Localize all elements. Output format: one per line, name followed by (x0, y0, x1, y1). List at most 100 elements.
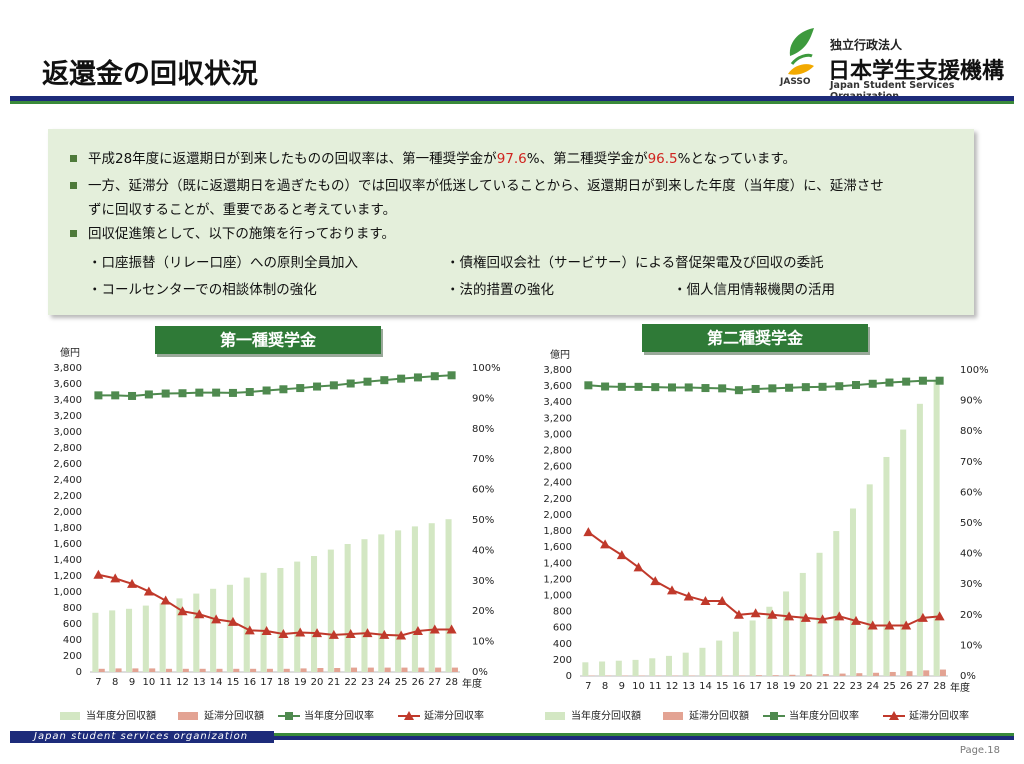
marker (278, 629, 289, 638)
x-tick-label: 10 (632, 681, 645, 692)
x-tick-label: 22 (833, 681, 846, 692)
bar (294, 561, 301, 672)
bar (350, 667, 358, 672)
bar (125, 608, 133, 672)
marker (380, 376, 389, 385)
marker (245, 388, 254, 397)
marker (884, 620, 895, 630)
y-tick-label: 2,000 (53, 507, 82, 518)
logo-name: 日本学生支援機構 (828, 59, 1005, 84)
x-tick-label: 21 (327, 677, 340, 688)
bar (98, 668, 105, 672)
marker (800, 612, 811, 622)
y-tick-label: 2,800 (53, 443, 82, 454)
legend-marker (404, 711, 414, 720)
bar (142, 605, 149, 672)
line (588, 379, 940, 392)
rate: 96.5 (647, 151, 678, 167)
bar (799, 572, 806, 676)
marker (868, 379, 877, 388)
y-tick-label: 1,600 (53, 539, 82, 550)
marker (818, 382, 827, 391)
bar (327, 549, 334, 672)
legend-label: 当年度分回収額 (86, 709, 156, 722)
x-tick-label: 27 (428, 677, 441, 688)
x-tick-label: 13 (682, 681, 695, 692)
x-tick-label: 20 (799, 681, 812, 692)
marker (346, 379, 355, 388)
marker (935, 376, 944, 385)
bar (384, 667, 391, 672)
marker (701, 384, 710, 393)
bar (300, 668, 307, 672)
marker (412, 625, 423, 635)
page-number: Page.18 (959, 745, 1000, 756)
x-tick-label: 16 (243, 677, 256, 688)
y2-tick-label: 70% (472, 454, 494, 465)
line (98, 374, 452, 397)
bar (889, 671, 896, 676)
y2-tick-label: 50% (472, 515, 494, 526)
logo-mark: JASSO (780, 77, 811, 87)
bar (277, 568, 284, 672)
x-tick-label: 9 (129, 677, 135, 688)
y-tick-label: 1,400 (53, 555, 82, 566)
y-tick-label: 2,400 (53, 475, 82, 486)
legend-label: 延滞分回収率 (909, 709, 969, 722)
bar (411, 526, 418, 672)
marker (684, 383, 693, 392)
marker (917, 612, 928, 622)
x-tick-label: 17 (260, 677, 273, 688)
legend-marker (889, 711, 899, 720)
header-rule (10, 96, 1014, 101)
measure: ・債権回収会社（サービサー）による督促架電及び回収の委託 (446, 255, 824, 271)
bar (582, 662, 589, 676)
marker (600, 539, 611, 549)
marker (918, 376, 927, 385)
marker (784, 611, 795, 621)
x-tick-label: 22 (344, 677, 357, 688)
legend-swatch (178, 712, 198, 720)
y-tick-label: 3,000 (543, 429, 572, 440)
bar (159, 603, 166, 672)
marker (835, 382, 844, 391)
bar (732, 631, 739, 676)
marker (329, 381, 338, 390)
bar (916, 403, 923, 676)
marker (885, 378, 894, 387)
bar (334, 668, 341, 672)
y-tick-label: 600 (63, 619, 82, 630)
bar (132, 668, 139, 672)
y2-tick-label: 0% (472, 667, 488, 678)
bar (216, 668, 223, 672)
bullet: 回収促進策として、以下の施策を行っております。 (70, 222, 968, 246)
bar (401, 667, 408, 672)
x-tick-label: 26 (900, 681, 913, 692)
y-tick-label: 3,600 (53, 379, 82, 390)
bar (149, 668, 156, 672)
measure: ・法的措置の強化 (446, 282, 554, 298)
marker (430, 372, 439, 381)
marker (161, 389, 170, 398)
bar (226, 584, 233, 672)
marker (934, 611, 945, 621)
y2-tick-label: 20% (472, 606, 494, 617)
marker (901, 620, 912, 630)
y-tick-label: 2,800 (543, 446, 572, 457)
bar (445, 519, 452, 672)
marker (93, 569, 104, 579)
y-tick-label: 0 (76, 667, 82, 678)
marker (583, 527, 594, 537)
marker (617, 382, 626, 391)
y2-tick-label: 90% (472, 393, 494, 404)
x-tick-label: 23 (850, 681, 863, 692)
marker (801, 383, 810, 392)
y-tick-label: 800 (553, 607, 572, 618)
bar (632, 659, 639, 676)
marker (429, 624, 440, 634)
y-tick-label: 2,600 (53, 459, 82, 470)
bar (682, 652, 689, 676)
bar (806, 674, 813, 676)
measure: ・コールセンターでの相談体制の強化 (88, 282, 317, 298)
